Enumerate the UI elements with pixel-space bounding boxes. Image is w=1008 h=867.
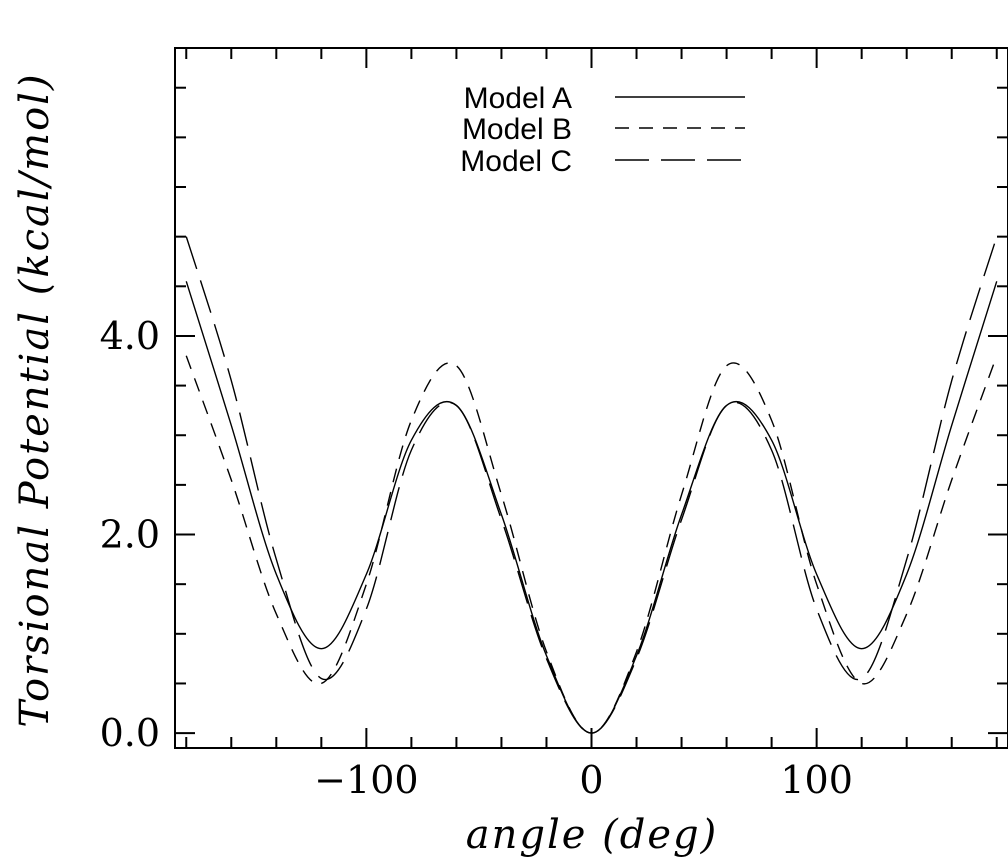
- x-tick-label: −100: [314, 758, 418, 802]
- axis-ticks: [175, 48, 1008, 748]
- y-axis-label: Torsional Potential (kcal/mol): [12, 72, 58, 727]
- x-tick-label: 0: [579, 758, 603, 802]
- y-tick-label: 2.0: [100, 513, 160, 557]
- series-line-1: [185, 281, 998, 734]
- x-tick-label: 100: [780, 758, 853, 802]
- y-tick-label: 4.0: [100, 314, 160, 358]
- series-line-2: [185, 355, 998, 734]
- legend-label-2: Model B: [462, 113, 572, 146]
- plot-frame: [174, 47, 1008, 749]
- legend-label-3: Model C: [460, 145, 572, 178]
- legend-label-1: Model A: [464, 82, 572, 115]
- tick-labels: −100 0 100 0.0 2.0 4.0: [100, 314, 853, 802]
- series-curves: [185, 236, 998, 734]
- x-axis-label: angle (deg): [466, 812, 719, 858]
- series-line-3: [185, 236, 998, 734]
- y-tick-label: 0.0: [100, 711, 160, 755]
